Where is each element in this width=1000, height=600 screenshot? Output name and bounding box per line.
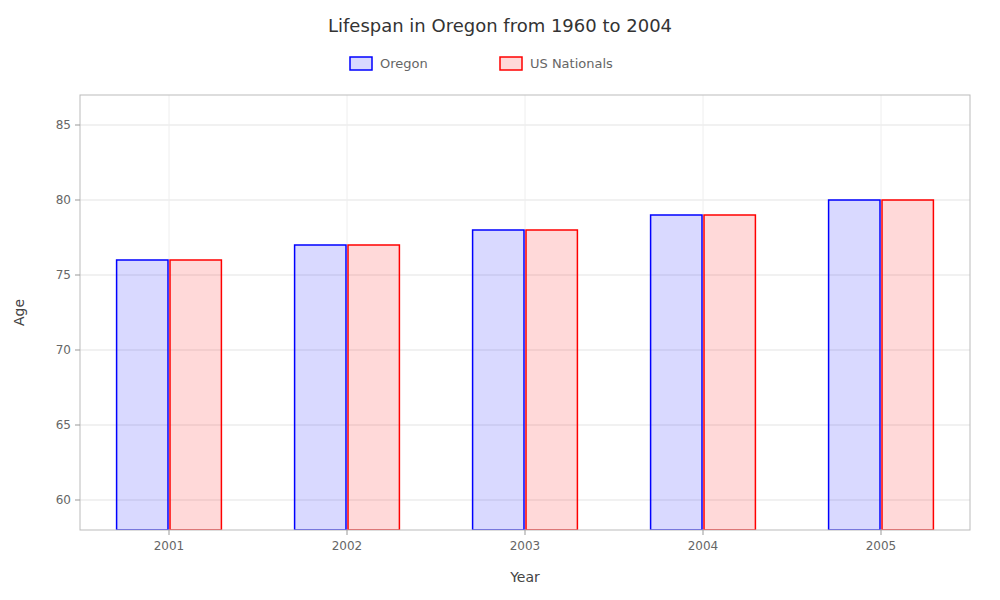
chart-container: 60 65 70 75 80 85 2001 2002 2003 2004 2005 Year Age L… [0, 0, 1000, 600]
bar [526, 230, 577, 530]
bar [651, 215, 702, 530]
legend-label: Oregon [380, 56, 428, 71]
y-axis-label: Age [11, 299, 27, 326]
legend-swatch [500, 57, 522, 70]
bar [473, 230, 524, 530]
x-tick [703, 530, 704, 535]
grid [80, 95, 970, 530]
page: {"chart_data": {"type": "bar", "title": … [0, 0, 1000, 600]
y-tick [75, 500, 80, 501]
x-tick [169, 530, 170, 535]
y-axis: 60 65 70 75 80 85 [56, 118, 80, 507]
x-tick-label: 2005 [866, 539, 897, 553]
bar [295, 245, 346, 530]
x-tick-label: 2001 [154, 539, 185, 553]
title: Lifespan in Oregon from 1960 to 2004 [328, 15, 672, 36]
bar [704, 215, 755, 530]
y-tick-label: 80 [56, 193, 71, 207]
y-tick-label: 65 [56, 418, 71, 432]
bar [117, 260, 168, 530]
x-tick-label: 2002 [332, 539, 363, 553]
y-tick [75, 350, 80, 351]
y-tick-label: 75 [56, 268, 71, 282]
bar [829, 200, 880, 530]
y-tick [75, 200, 80, 201]
bar [882, 200, 933, 530]
x-tick [347, 530, 348, 535]
bars [117, 200, 934, 530]
y-tick [75, 425, 80, 426]
x-tick [881, 530, 882, 535]
y-tick [75, 125, 80, 126]
x-tick-label: 2004 [688, 539, 719, 553]
y-tick-label: 70 [56, 343, 71, 357]
legend-swatch [350, 57, 372, 70]
plot-frame [80, 95, 970, 530]
y-tick-label: 85 [56, 118, 71, 132]
x-tick [525, 530, 526, 535]
bar [348, 245, 399, 530]
y-tick [75, 275, 80, 276]
legend-label: US Nationals [530, 56, 613, 71]
x-tick-label: 2003 [510, 539, 541, 553]
y-tick-label: 60 [56, 493, 71, 507]
bar [170, 260, 221, 530]
x-axis-label: Year [509, 569, 540, 585]
legend: Oregon US Nationals [350, 56, 613, 71]
chart-svg: 60 65 70 75 80 85 2001 2002 2003 2004 2005 Year Age L… [0, 0, 1000, 600]
x-axis: 2001 2002 2003 2004 2005 [154, 530, 897, 553]
